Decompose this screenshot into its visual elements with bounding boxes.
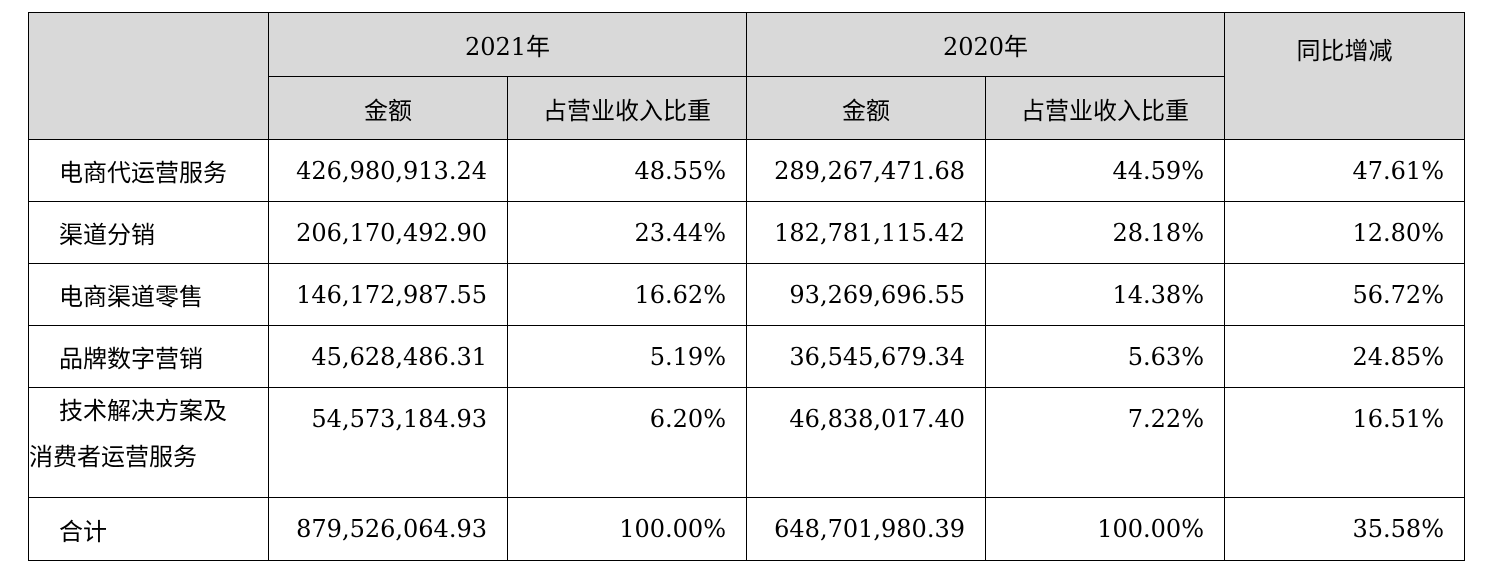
table-row: 电商渠道零售 146,172,987.55 16.62% 93,269,696.…	[28, 263, 1465, 326]
amount-2020-cell: 182,781,115.42	[746, 201, 986, 264]
header-amount-2020: 金额	[746, 76, 986, 140]
amount-2020-cell: 93,269,696.55	[746, 263, 986, 326]
amount-2021-cell: 206,170,492.90	[268, 201, 508, 264]
category-cell: 技术解决方案及 消费者运营服务	[28, 387, 269, 498]
yoy-cell: 16.51%	[1224, 387, 1465, 498]
share-2020-cell: 44.59%	[985, 139, 1225, 202]
amount-2021-cell: 146,172,987.55	[268, 263, 508, 326]
category-cell: 品牌数字营销	[28, 325, 269, 388]
share-2021-cell: 5.19%	[507, 325, 747, 388]
category-cell: 电商代运营服务	[28, 139, 269, 202]
amount-2021-cell: 54,573,184.93	[268, 387, 508, 498]
amount-2020-cell: 289,267,471.68	[746, 139, 986, 202]
share-2020-cell: 5.63%	[985, 325, 1225, 388]
yoy-cell: 47.61%	[1224, 139, 1465, 202]
amount-2020-cell: 648,701,980.39	[746, 497, 986, 561]
category-line-2: 消费者运营服务	[29, 443, 197, 471]
table-row: 渠道分销 206,170,492.90 23.44% 182,781,115.4…	[28, 201, 1465, 264]
header-year-2020: 2020年	[746, 12, 1225, 77]
share-2021-cell: 23.44%	[507, 201, 747, 264]
header-year-2021: 2021年	[268, 12, 747, 77]
header-share-2021: 占营业收入比重	[507, 76, 747, 140]
category-line-1: 技术解决方案及	[59, 397, 227, 425]
category-cell: 渠道分销	[28, 201, 269, 264]
header-row-sub: 金额 占营业收入比重 金额 占营业收入比重	[29, 76, 1465, 140]
share-2021-cell: 16.62%	[507, 263, 747, 326]
yoy-cell: 12.80%	[1224, 201, 1465, 264]
table-row: 电商代运营服务 426,980,913.24 48.55% 289,267,47…	[28, 139, 1465, 202]
share-2021-cell: 100.00%	[507, 497, 747, 561]
amount-2021-cell: 426,980,913.24	[268, 139, 508, 202]
amount-2021-cell: 879,526,064.93	[268, 497, 508, 561]
amount-2021-cell: 45,628,486.31	[268, 325, 508, 388]
share-2020-cell: 14.38%	[985, 263, 1225, 326]
amount-2020-cell: 36,545,679.34	[746, 325, 986, 388]
share-2021-cell: 6.20%	[507, 387, 747, 498]
share-2020-cell: 100.00%	[985, 497, 1225, 561]
header-share-2020: 占营业收入比重	[985, 76, 1225, 140]
header-blank-cell	[28, 12, 269, 140]
yoy-cell: 56.72%	[1224, 263, 1465, 326]
share-2020-cell: 28.18%	[985, 201, 1225, 264]
amount-2020-cell: 46,838,017.40	[746, 387, 986, 498]
table-row: 品牌数字营销 45,628,486.31 5.19% 36,545,679.34…	[28, 325, 1465, 388]
header-amount-2021: 金额	[268, 76, 508, 140]
yoy-cell: 35.58%	[1224, 497, 1465, 561]
category-cell: 电商渠道零售	[28, 263, 269, 326]
header-yoy: 同比增减	[1224, 12, 1465, 140]
table-row-total: 合计 879,526,064.93 100.00% 648,701,980.39…	[28, 497, 1465, 561]
category-cell: 合计	[28, 497, 269, 561]
yoy-cell: 24.85%	[1224, 325, 1465, 388]
share-2020-cell: 7.22%	[985, 387, 1225, 498]
header-row-years: 2021年 2020年 同比增减	[28, 12, 1465, 140]
revenue-table: 2021年 2020年 同比增减 金额 占营业收入比重 金额 占营业收入比重 电…	[28, 12, 1465, 561]
share-2021-cell: 48.55%	[507, 139, 747, 202]
table-row: 技术解决方案及 消费者运营服务 54,573,184.93 6.20% 46,8…	[28, 387, 1465, 498]
